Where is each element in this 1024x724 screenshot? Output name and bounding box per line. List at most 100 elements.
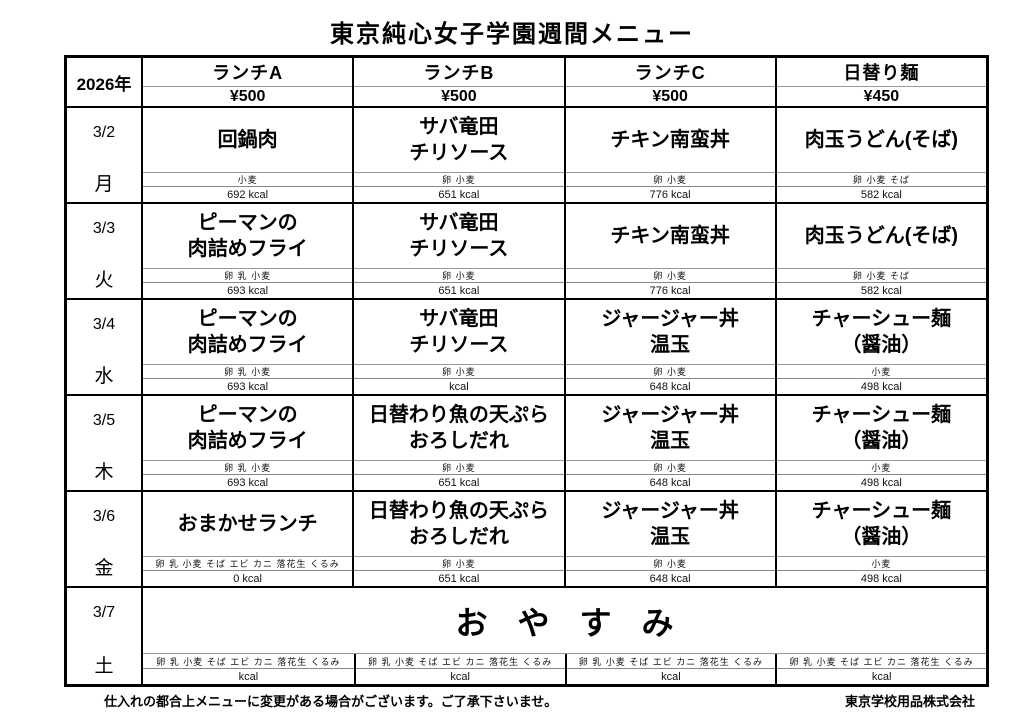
allergen-list: 卵 乳 小麦 そば エビ カニ 落花生 くるみ: [578, 656, 764, 667]
dish-name: 日替わり魚の天ぷら おろしだれ: [368, 404, 549, 452]
kcal-value: 693 kcal: [143, 282, 353, 298]
dish-name: ジャージャー丼 温玉: [601, 308, 739, 356]
menu-cell: 肉玉うどん(そば) 卵 小麦 そば 582 kcal: [774, 204, 986, 298]
allergen-list: 卵 乳 小麦 そば エビ カニ 落花生 くるみ: [143, 556, 353, 570]
kcal-value: 651 kcal: [354, 186, 564, 202]
allergen-list: 卵 乳 小麦 そば エビ カニ 落花生 くるみ: [367, 656, 553, 667]
kcal-value: kcal: [566, 668, 776, 684]
kcal-value: 651 kcal: [354, 474, 564, 490]
column-header-lunch-b: ランチB ¥500: [352, 58, 564, 106]
kcal-value: 776 kcal: [565, 186, 775, 202]
dish-name: 日替わり魚の天ぷら おろしだれ: [368, 500, 549, 548]
table-row-sat-holiday: 3/7 土 おやすみ 卵 乳 小麦 そば エビ カニ 落花生 くるみ kcal …: [67, 588, 986, 684]
kcal-value: 648 kcal: [565, 378, 775, 394]
allergen-list: 卵 小麦: [565, 556, 775, 570]
footer-company: 東京学校用品株式会社: [844, 694, 975, 709]
allergen-list: 小麦: [776, 556, 986, 570]
page-title: 東京純心女子学園週間メニュー: [330, 21, 694, 48]
dish-name: サバ竜田 チリソース: [409, 212, 509, 260]
kcal-value: kcal: [355, 668, 565, 684]
table-row-fri: 3/6 金 おまかせランチ 卵 乳 小麦 そば エビ カニ 落花生 くるみ 0 …: [67, 492, 986, 588]
menu-cell: 日替わり魚の天ぷら おろしだれ 卵 小麦 651 kcal: [352, 396, 564, 490]
menu-cell: サバ竜田 チリソース 卵 小麦 651 kcal: [352, 108, 564, 202]
menu-cell: ピーマンの 肉詰めフライ 卵 乳 小麦 693 kcal: [141, 204, 353, 298]
kcal-value: 582 kcal: [776, 186, 986, 202]
date-cell: 3/5 木: [67, 396, 141, 490]
allergen-list: 卵 小麦 そば: [776, 268, 986, 282]
date-cell: 3/6 金: [67, 492, 141, 586]
allergen-list: 小麦: [776, 460, 986, 474]
menu-cell: サバ竜田 チリソース 卵 小麦 kcal: [352, 300, 564, 394]
dish-name: チャーシュー麺 （醤油）: [811, 404, 952, 452]
date-cell: 3/7 土: [67, 588, 141, 684]
day-label: 土: [94, 656, 114, 677]
kcal-value: kcal: [143, 668, 354, 684]
day-label: 火: [94, 270, 114, 291]
day-label: 金: [94, 558, 114, 579]
date-cell: 3/4 水: [67, 300, 141, 394]
column-header-daily-noodle: 日替り麺 ¥450: [774, 58, 986, 106]
dish-name: ジャージャー丼 温玉: [601, 500, 739, 548]
date-cell: 3/3 火: [67, 204, 141, 298]
menu-cell: 卵 乳 小麦 そば エビ カニ 落花生 くるみ kcal: [143, 654, 354, 684]
kcal-value: 0 kcal: [143, 570, 353, 586]
menu-cell: チャーシュー麺 （醤油） 小麦 498 kcal: [774, 300, 986, 394]
table-row-thu: 3/5 木 ピーマンの 肉詰めフライ 卵 乳 小麦 693 kcal 日替わり魚…: [67, 396, 986, 492]
column-label: ランチB: [354, 58, 564, 88]
kcal-value: 651 kcal: [354, 570, 564, 586]
kcal-value: 693 kcal: [143, 474, 353, 490]
menu-cell: おまかせランチ 卵 乳 小麦 そば エビ カニ 落花生 くるみ 0 kcal: [141, 492, 353, 586]
day-label: 月: [94, 174, 114, 195]
weekly-menu-table: 2026年 ランチA ¥500 ランチB ¥500 ランチC ¥500 日替り麺…: [64, 55, 989, 687]
menu-cell: チャーシュー麺 （醤油） 小麦 498 kcal: [774, 396, 986, 490]
dish-name: 肉玉うどん(そば): [804, 129, 959, 151]
kcal-value: 648 kcal: [565, 474, 775, 490]
dish-name: ピーマンの 肉詰めフライ: [187, 212, 308, 260]
menu-cell: 卵 乳 小麦 そば エビ カニ 落花生 くるみ kcal: [353, 654, 565, 684]
day-label: 水: [94, 366, 114, 387]
holiday-label: おやすみ: [455, 604, 704, 641]
kcal-value: 498 kcal: [776, 474, 986, 490]
kcal-value: 651 kcal: [354, 282, 564, 298]
column-label: 日替り麺: [776, 58, 986, 88]
kcal-value: kcal: [777, 668, 986, 684]
kcal-value: 648 kcal: [565, 570, 775, 586]
date-label: 3/6: [92, 508, 116, 525]
dish-name: ピーマンの 肉詰めフライ: [187, 404, 308, 452]
menu-cell: ジャージャー丼 温玉 卵 小麦 648 kcal: [563, 300, 775, 394]
allergen-list: 卵 小麦: [354, 364, 564, 378]
holiday-allergen-strip: 卵 乳 小麦 そば エビ カニ 落花生 くるみ kcal 卵 乳 小麦 そば エ…: [143, 653, 986, 684]
column-price: ¥450: [863, 87, 900, 105]
allergen-list: 卵 乳 小麦 そば エビ カニ 落花生 くるみ: [789, 656, 974, 667]
table-row-wed: 3/4 水 ピーマンの 肉詰めフライ 卵 乳 小麦 693 kcal サバ竜田 …: [67, 300, 986, 396]
date-label: 3/3: [92, 220, 116, 237]
year-cell: 2026年: [76, 74, 132, 94]
menu-cell: 日替わり魚の天ぷら おろしだれ 卵 小麦 651 kcal: [352, 492, 564, 586]
dish-name: サバ竜田 チリソース: [409, 116, 509, 164]
kcal-value: 693 kcal: [143, 378, 353, 394]
table-row-mon: 3/2 月 回鍋肉 小麦 692 kcal サバ竜田 チリソース 卵 小麦 65…: [67, 108, 986, 204]
kcal-value: 692 kcal: [143, 186, 353, 202]
allergen-list: 卵 乳 小麦 そば エビ カニ 落花生 くるみ: [156, 656, 341, 667]
menu-cell: 肉玉うどん(そば) 卵 小麦 そば 582 kcal: [774, 108, 986, 202]
menu-cell: 卵 乳 小麦 そば エビ カニ 落花生 くるみ kcal: [775, 654, 986, 684]
dish-name: 回鍋肉: [217, 129, 278, 151]
kcal-value: 498 kcal: [776, 378, 986, 394]
allergen-list: 卵 乳 小麦: [143, 364, 353, 378]
menu-cell: チャーシュー麺 （醤油） 小麦 498 kcal: [774, 492, 986, 586]
dish-name: チキン南蛮丼: [610, 225, 730, 247]
date-label: 3/4: [92, 316, 116, 333]
menu-cell: チキン南蛮丼 卵 小麦 776 kcal: [563, 204, 775, 298]
column-price: ¥500: [652, 87, 688, 105]
allergen-list: 卵 小麦: [565, 460, 775, 474]
menu-cell: チキン南蛮丼 卵 小麦 776 kcal: [563, 108, 775, 202]
allergen-list: 小麦: [143, 172, 353, 186]
allergen-list: 卵 乳 小麦: [143, 268, 353, 282]
kcal-value: kcal: [354, 378, 564, 394]
footer-note: 仕入れの都合上メニューに変更がある場合がございます。ご了承下さいませ。: [104, 694, 558, 709]
kcal-value: 582 kcal: [776, 282, 986, 298]
allergen-list: 卵 小麦: [565, 172, 775, 186]
day-label: 木: [94, 462, 114, 483]
column-price: ¥500: [229, 87, 266, 105]
kcal-value: 498 kcal: [776, 570, 986, 586]
